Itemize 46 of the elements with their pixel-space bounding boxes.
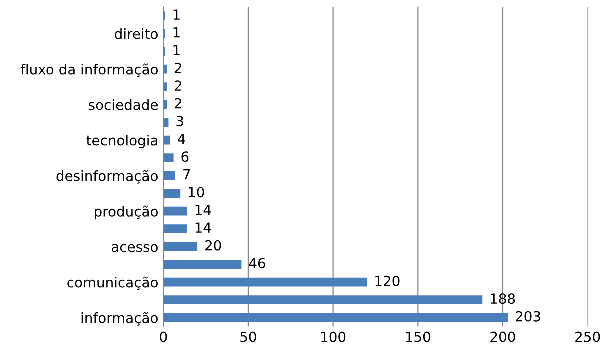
y-tick-label: informação	[82, 312, 158, 326]
data-label: 1	[174, 10, 180, 20]
data-label: 10	[189, 187, 204, 198]
data-label: 2	[174, 80, 182, 91]
data-label: 6	[182, 152, 189, 162]
data-label: 3	[176, 116, 184, 127]
data-label: 14	[196, 222, 212, 233]
data-label: 7	[184, 170, 190, 180]
x-tick-label: 50	[240, 332, 256, 342]
data-label: 4	[178, 134, 186, 144]
bar	[164, 260, 242, 269]
bar	[164, 206, 188, 216]
y-tick-label: produção	[95, 206, 158, 220]
bar	[164, 118, 169, 127]
y-tick-label: direito	[115, 28, 158, 40]
x-tick-label: 250	[576, 332, 600, 342]
y-tick-label: desinformação	[56, 170, 158, 184]
data-label: 1	[174, 28, 180, 38]
bar	[164, 189, 181, 198]
y-tick-label: sociedade	[89, 100, 158, 110]
y-tick-label: comunicação	[68, 276, 158, 290]
x-tick-label: 200	[490, 332, 516, 342]
x-tick-label: 150	[406, 332, 430, 342]
bar	[164, 278, 368, 287]
bar	[164, 242, 198, 252]
x-tick-label: 100	[322, 332, 346, 342]
bar	[164, 154, 174, 162]
data-label: 203	[516, 311, 540, 322]
bar	[164, 171, 176, 180]
x-tick-label: 0	[160, 332, 168, 342]
data-label: 120	[376, 276, 400, 286]
data-label: 2	[174, 98, 182, 109]
data-label: 188	[491, 294, 516, 304]
bar	[164, 224, 188, 234]
y-tick-label: fluxo da informação	[20, 64, 158, 78]
data-label: 14	[196, 205, 212, 216]
bar	[164, 136, 170, 145]
y-tick-label: acesso	[112, 244, 158, 252]
data-label: 1	[174, 45, 180, 56]
data-label: 46	[249, 258, 266, 269]
data-label: 2	[174, 62, 182, 74]
bar	[164, 82, 168, 92]
y-tick-label: tecnologia	[86, 135, 158, 148]
data-label: 20	[206, 240, 222, 251]
bar	[164, 296, 483, 304]
bar	[164, 313, 508, 322]
